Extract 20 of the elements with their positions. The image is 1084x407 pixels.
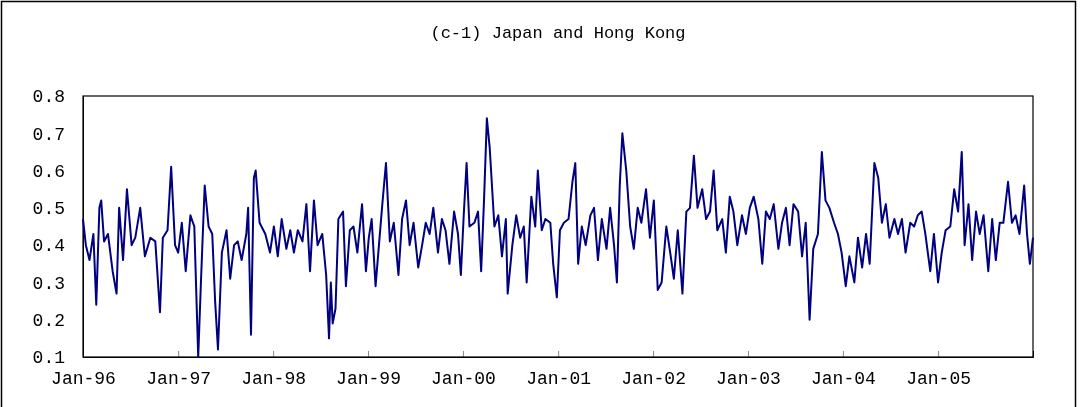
y-tick-label: 0.5 [32,199,65,220]
x-tick-label: Jan-05 [906,368,971,389]
line-series [82,117,1034,358]
x-tick-label: Jan-00 [431,368,496,389]
y-tick-label: 0.3 [32,273,65,294]
y-tick-label: 0.1 [32,348,65,369]
x-tick-label: Jan-99 [336,368,401,389]
y-tick-label: 0.4 [32,236,65,257]
x-tick-label: Jan-98 [241,368,307,389]
y-tick-label: 0.2 [32,310,65,331]
x-tick-label: Jan-01 [526,368,592,389]
x-tick-label: Jan-04 [810,368,876,389]
x-tick-label: Jan-97 [146,368,212,389]
x-tick-label: Jan-02 [621,368,686,389]
y-tick-label: 0.7 [32,124,65,145]
y-tick-label: 0.8 [32,87,65,108]
x-tick-label: Jan-03 [716,368,781,389]
x-tick-label: Jan-96 [51,368,116,389]
y-tick-label: 0.6 [32,161,65,182]
chart-title: (c-1) Japan and Hong Kong [430,24,686,43]
